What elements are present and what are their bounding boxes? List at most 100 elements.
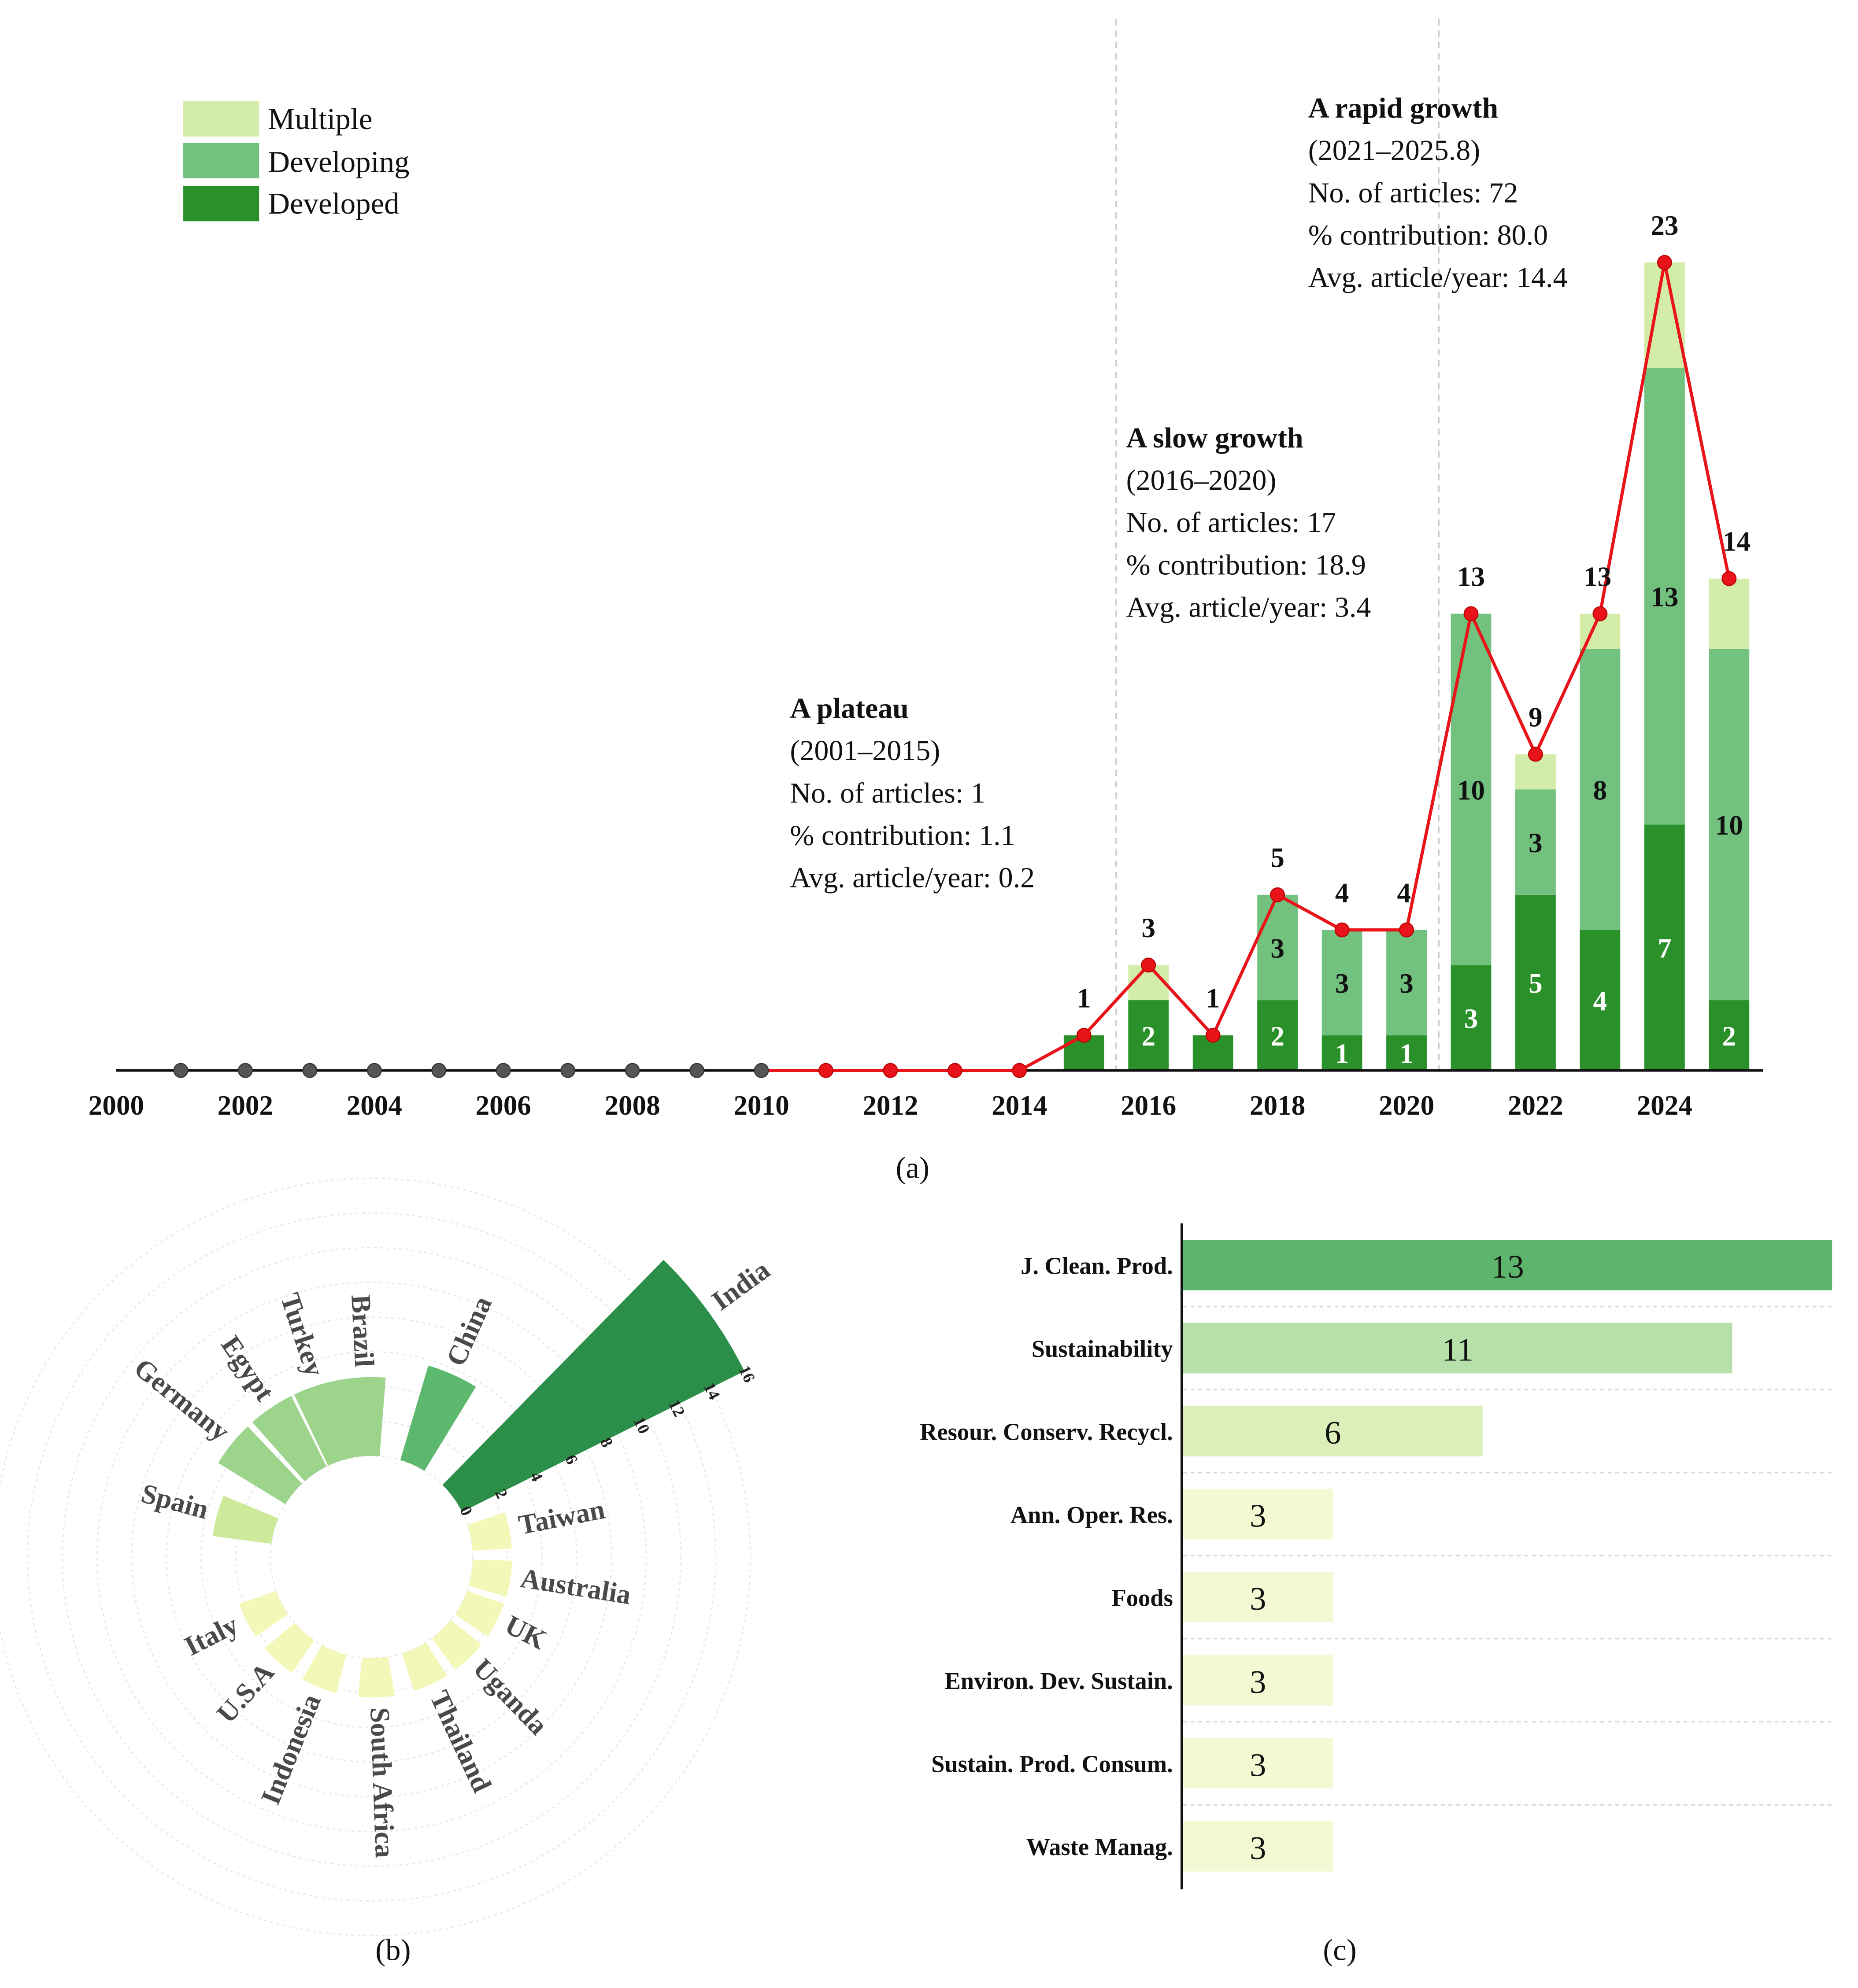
data-point-marker: [237, 1063, 253, 1078]
annotation-title: A rapid growth: [1308, 92, 1498, 124]
journal-label: Ann. Oper. Res.: [1010, 1501, 1173, 1528]
data-point-marker: [302, 1063, 318, 1078]
x-tick-label: 2006: [476, 1090, 531, 1121]
polar-bar-uganda: [432, 1620, 482, 1670]
annotation-1: A plateau (2001–2015) No. of articles: 1 % …: [790, 692, 1035, 894]
annotation-line: (2021–2025.8): [1308, 134, 1480, 166]
bar-segment-developed: [1709, 1000, 1750, 1071]
segment-value-label: 8: [1593, 775, 1607, 806]
journal-label: Sustain. Prod. Consum.: [931, 1751, 1173, 1777]
total-value-label: 14: [1723, 526, 1751, 557]
data-point-marker: [1657, 255, 1672, 270]
total-value-label: 13: [1457, 561, 1485, 592]
polar-bar-germany: [218, 1426, 302, 1504]
country-label: Italy: [180, 1609, 243, 1662]
legend: Multiple Developing Developed: [183, 101, 410, 222]
data-point-marker: [1270, 887, 1285, 902]
data-point-marker: [496, 1063, 511, 1078]
data-point-marker: [560, 1063, 576, 1078]
polar-bar-italy: [239, 1590, 289, 1637]
annotation-line: No. of articles: 72: [1308, 177, 1518, 209]
polar-gridline: [131, 1316, 612, 1798]
country-label: Brazil: [345, 1294, 380, 1368]
total-value-label: 4: [1397, 877, 1411, 908]
caption-b: (b): [375, 1933, 411, 1967]
journal-bar: [1183, 1240, 1832, 1290]
annotations: A plateau (2001–2015) No. of articles: 1 % …: [790, 92, 1567, 894]
polar-bar-china: [400, 1365, 476, 1471]
journal-bar: [1183, 1406, 1483, 1456]
table-row: Environ. Dev. Sustain. 3: [944, 1638, 1833, 1706]
segment-value-label: 13: [1651, 582, 1678, 613]
caption-c: (c): [1323, 1933, 1356, 1967]
polar-gridline: [0, 1178, 751, 1936]
polar-gridline: [96, 1282, 647, 1833]
data-point-marker: [1528, 746, 1543, 762]
total-value-label: 13: [1584, 561, 1611, 592]
data-point-marker: [1012, 1063, 1027, 1078]
segment-value-label: 5: [1529, 968, 1543, 999]
annotation-title: A slow growth: [1126, 422, 1303, 454]
bar-segment-developed: [1580, 930, 1621, 1071]
x-tick-label: 2014: [992, 1090, 1047, 1121]
bar-segment-developed: [1644, 824, 1685, 1071]
caption-a: (a): [896, 1151, 929, 1184]
x-tick-label: 2004: [347, 1090, 402, 1121]
segment-value-label: 10: [1715, 810, 1743, 841]
legend-swatch-developing: [183, 143, 259, 178]
annotation-line: Avg. article/year: 14.4: [1308, 262, 1568, 294]
total-value-label: 5: [1270, 842, 1284, 873]
x-tick-label: 2016: [1121, 1090, 1176, 1121]
period-dividers: [1115, 19, 1440, 1071]
bar-segment-developed: [1257, 1000, 1298, 1071]
x-tick-label: 2002: [218, 1090, 273, 1121]
data-point-marker: [689, 1063, 704, 1078]
data-point-marker: [1205, 1027, 1221, 1043]
polar-grid: [0, 1178, 751, 1936]
journal-label: Foods: [1111, 1585, 1173, 1611]
x-tick-label: 2012: [862, 1090, 918, 1121]
bar-value-label: 6: [1325, 1415, 1341, 1451]
x-tick-label: 2000: [89, 1090, 144, 1121]
polar-bar-australia: [468, 1559, 512, 1597]
legend-swatch-developed: [183, 186, 259, 222]
bar-segment-developing: [1580, 649, 1621, 930]
data-point-marker: [1721, 571, 1737, 586]
country-label: Taiwan: [516, 1494, 607, 1541]
journal-label: Resour. Conserv. Recycl.: [920, 1419, 1173, 1445]
journal-bars: J. Clean. Prod. 13 Sustainability 11 Resour.…: [920, 1240, 1833, 1872]
country-label: U.S.A: [211, 1656, 280, 1729]
annotation-line: (2016–2020): [1126, 464, 1277, 496]
bar-value-label: 3: [1250, 1747, 1266, 1783]
polar-bar-u-s-a: [264, 1622, 315, 1673]
data-point-marker: [1141, 957, 1156, 973]
x-tick-label: 2020: [1379, 1090, 1434, 1121]
bar-segment-developed: [1128, 1000, 1169, 1071]
polar-gridline: [61, 1247, 682, 1867]
annotation-2: A slow growth (2016–2020) No. of articles:…: [1126, 422, 1371, 623]
annotation-line: No. of articles: 17: [1126, 506, 1336, 539]
country-label: UK: [500, 1609, 551, 1655]
bar-segment-developing: [1709, 649, 1750, 1001]
polar-bar-spain: [212, 1496, 278, 1544]
country-label: South Africa: [364, 1707, 400, 1859]
bar-segment-developing: [1515, 789, 1556, 895]
bar-value-label: 3: [1250, 1498, 1266, 1534]
polar-gridline: [270, 1455, 474, 1659]
table-row: Resour. Conserv. Recycl. 6: [920, 1389, 1833, 1456]
annotation-title: A plateau: [790, 692, 908, 724]
bar-value-label: 13: [1491, 1249, 1524, 1285]
table-row: Foods 3: [1111, 1555, 1833, 1622]
bar-value-label: 11: [1442, 1332, 1473, 1368]
country-label: Germany: [128, 1352, 235, 1447]
data-point-marker: [1334, 922, 1350, 938]
annotation-line: % contribution: 80.0: [1308, 219, 1548, 251]
table-row: Waste Manag. 3: [1026, 1804, 1833, 1872]
x-tick-label: 2008: [605, 1090, 660, 1121]
table-row: Sustainability 11: [1032, 1306, 1833, 1374]
x-tick-label: 2024: [1637, 1090, 1692, 1121]
legend-label-multiple: Multiple: [268, 102, 372, 136]
journal-bar: [1183, 1738, 1333, 1788]
